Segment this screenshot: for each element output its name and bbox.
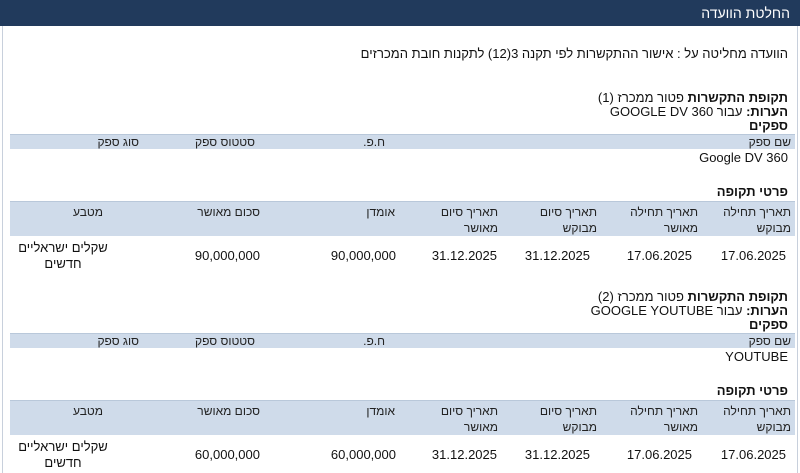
engagement-period-label: תקופת התקשרות bbox=[687, 289, 788, 304]
col-estimate: אומדן bbox=[366, 404, 395, 418]
start-requested: 17.06.2025 bbox=[720, 447, 786, 462]
col-start-approved: תאריך תחילה מאושר bbox=[630, 205, 698, 235]
engagement-period-label: תקופת התקשרות bbox=[687, 90, 788, 105]
page-title: החלטת הוועדה bbox=[701, 5, 790, 21]
col-start-approved: תאריך תחילה מאושר bbox=[630, 404, 698, 434]
notes-line-2: הערות: עבור GOOGLE YOUTUBE bbox=[591, 303, 788, 318]
period-details-heading-1: פרטי תקופה bbox=[716, 184, 788, 199]
notes-label: הערות: bbox=[746, 303, 788, 318]
period-table-header-1: תאריך תחילה מבוקש תאריך תחילה מאושר תארי… bbox=[10, 201, 795, 236]
currency: שקלים ישראליים חדשים bbox=[18, 439, 108, 470]
suppliers-heading-1: ספקים bbox=[749, 118, 788, 133]
col-approved-amount: סכום מאושר bbox=[197, 205, 260, 219]
suppliers-table-header-1: שם ספק ח.פ. סטטוס ספק סוג ספק bbox=[10, 134, 795, 149]
col-currency: מטבע bbox=[73, 205, 103, 219]
engagement-period-value: פטור ממכרז (2) bbox=[597, 289, 684, 304]
notes-value: עבור GOOGLE YOUTUBE bbox=[590, 303, 743, 318]
estimate: 60,000,000 bbox=[330, 447, 396, 462]
notes-label: הערות: bbox=[746, 104, 788, 119]
suppliers-table-header-2: שם ספק ח.פ. סטטוס ספק סוג ספק bbox=[10, 333, 795, 348]
currency: שקלים ישראליים חדשים bbox=[18, 240, 108, 271]
committee-decision-header: החלטת הוועדה bbox=[0, 0, 800, 26]
notes-line-1: הערות: עבור GOOGLE DV 360 bbox=[610, 104, 788, 119]
col-start-requested: תאריך תחילה מבוקש bbox=[723, 404, 791, 434]
end-requested: 31.12.2025 bbox=[524, 447, 590, 462]
col-end-requested: תאריך סיום מבוקש bbox=[539, 404, 597, 434]
col-currency: מטבע bbox=[73, 404, 103, 418]
col-supplier-type: סוג ספק bbox=[97, 334, 139, 348]
decision-text: הוועדה מחליטה על : אישור ההתקשרות לפי תק… bbox=[360, 46, 788, 61]
engagement-period-value: פטור ממכרז (1) bbox=[597, 90, 684, 105]
col-supplier-name: שם ספק bbox=[748, 135, 791, 149]
col-supplier-status: סטטוס ספק bbox=[194, 334, 255, 348]
col-estimate: אומדן bbox=[366, 205, 395, 219]
approved-amount: 90,000,000 bbox=[194, 248, 260, 263]
start-approved: 17.06.2025 bbox=[626, 248, 692, 263]
end-approved: 31.12.2025 bbox=[431, 447, 497, 462]
period-table-header-2: תאריך תחילה מבוקש תאריך תחילה מאושר תארי… bbox=[10, 400, 795, 435]
col-company-id: ח.פ. bbox=[363, 135, 385, 149]
end-approved: 31.12.2025 bbox=[431, 248, 497, 263]
col-supplier-type: סוג ספק bbox=[97, 135, 139, 149]
col-supplier-name: שם ספק bbox=[748, 334, 791, 348]
end-requested: 31.12.2025 bbox=[524, 248, 590, 263]
col-end-requested: תאריך סיום מבוקש bbox=[539, 205, 597, 235]
period-details-heading-2: פרטי תקופה bbox=[716, 383, 788, 398]
supplier-row-2: YOUTUBE bbox=[725, 349, 788, 364]
col-approved-amount: סכום מאושר bbox=[197, 404, 260, 418]
suppliers-heading-2: ספקים bbox=[749, 317, 788, 332]
supplier-row-1: Google DV 360 bbox=[699, 150, 788, 165]
col-start-requested: תאריך תחילה מבוקש bbox=[723, 205, 791, 235]
engagement-period-line-2: תקופת התקשרות פטור ממכרז (2) bbox=[598, 289, 788, 304]
start-requested: 17.06.2025 bbox=[720, 248, 786, 263]
start-approved: 17.06.2025 bbox=[626, 447, 692, 462]
engagement-period-line-1: תקופת התקשרות פטור ממכרז (1) bbox=[598, 90, 788, 105]
col-company-id: ח.פ. bbox=[363, 334, 385, 348]
col-end-approved: תאריך סיום מאושר bbox=[440, 404, 498, 434]
estimate: 90,000,000 bbox=[330, 248, 396, 263]
col-supplier-status: סטטוס ספק bbox=[194, 135, 255, 149]
col-end-approved: תאריך סיום מאושר bbox=[440, 205, 498, 235]
decision-panel bbox=[2, 26, 798, 473]
notes-value: עבור GOOGLE DV 360 bbox=[609, 104, 743, 119]
approved-amount: 60,000,000 bbox=[194, 447, 260, 462]
